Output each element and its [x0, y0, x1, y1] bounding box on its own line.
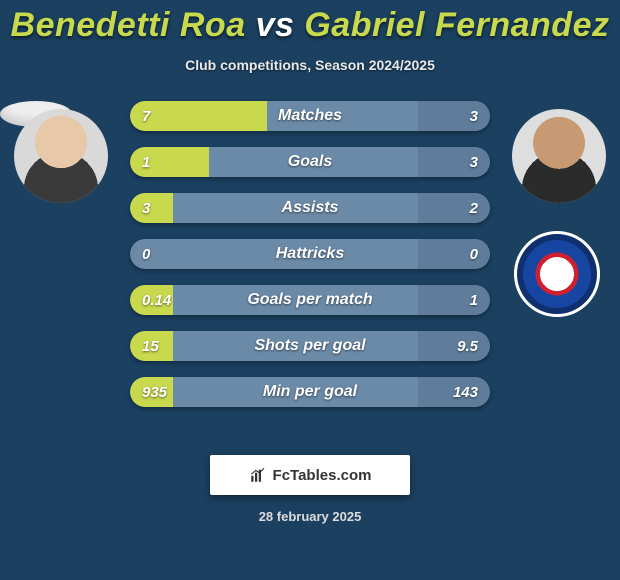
stat-value-left: 0.14 [130, 285, 183, 315]
player1-name: Benedetti Roa [11, 6, 246, 44]
stat-row: 935143Min per goal [130, 377, 490, 407]
stat-value-right: 143 [441, 377, 490, 407]
player2-club-badge [514, 231, 600, 317]
stat-row: 32Assists [130, 193, 490, 223]
stat-value-right: 2 [458, 193, 490, 223]
stat-value-left: 3 [130, 193, 162, 223]
stat-value-left: 1 [130, 147, 162, 177]
footer-date: 28 february 2025 [0, 509, 620, 524]
stat-value-right: 3 [458, 147, 490, 177]
stat-row: 73Matches [130, 101, 490, 131]
attribution-badge: FcTables.com [210, 455, 410, 495]
stat-value-left: 0 [130, 239, 162, 269]
stat-bars: 73Matches13Goals32Assists00Hattricks0.14… [130, 101, 490, 423]
stat-value-right: 3 [458, 101, 490, 131]
vs-text: vs [256, 6, 295, 44]
subtitle: Club competitions, Season 2024/2025 [0, 57, 620, 73]
stat-row: 159.5Shots per goal [130, 331, 490, 361]
stat-row: 00Hattricks [130, 239, 490, 269]
player1-avatar [14, 109, 108, 203]
stat-row: 0.141Goals per match [130, 285, 490, 315]
stat-row: 13Goals [130, 147, 490, 177]
comparison-title: Benedetti Roa vs Gabriel Fernandez [0, 0, 620, 45]
player2-name: Gabriel Fernandez [304, 6, 609, 44]
chart-icon [249, 466, 267, 484]
comparison-arena: 73Matches13Goals32Assists00Hattricks0.14… [0, 101, 620, 431]
player2-avatar [512, 109, 606, 203]
attribution-text: FcTables.com [273, 467, 372, 484]
stat-value-left: 7 [130, 101, 162, 131]
stat-value-right: 9.5 [445, 331, 490, 361]
stat-value-right: 1 [458, 285, 490, 315]
stat-value-left: 15 [130, 331, 171, 361]
stat-value-left: 935 [130, 377, 179, 407]
stat-value-right: 0 [458, 239, 490, 269]
